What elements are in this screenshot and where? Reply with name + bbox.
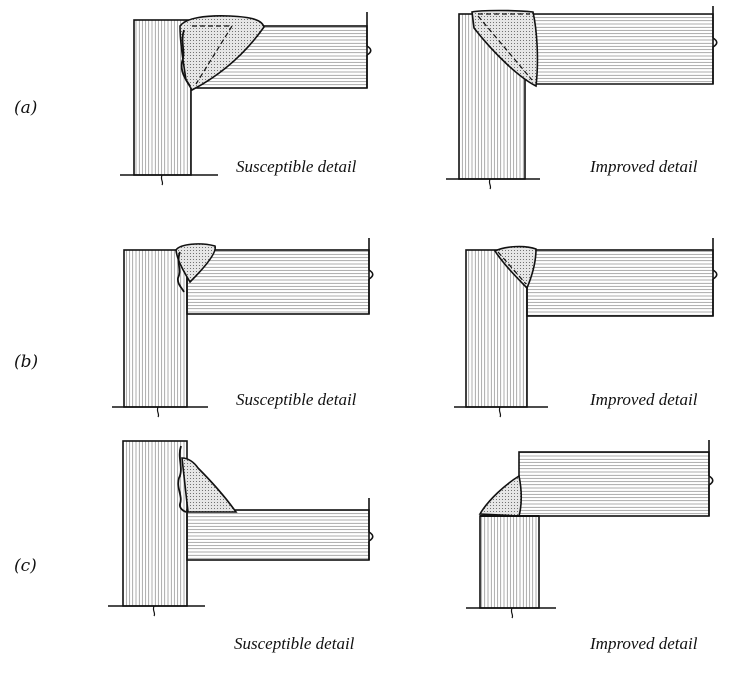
row-label-b: (b) [14, 352, 39, 372]
weld-bead [179, 15, 265, 92]
column-plate [122, 440, 188, 607]
beam-flange [526, 249, 714, 317]
weld-bead [175, 243, 216, 284]
caption-c-susceptible: Susceptible detail [234, 634, 355, 653]
caption-a-improved: Improved detail [590, 157, 698, 176]
detail-c-susceptible [108, 440, 374, 617]
beam-flange [186, 509, 370, 561]
groove-beam [524, 13, 714, 85]
caption-b-susceptible: Susceptible detail [236, 390, 357, 409]
column-plate [479, 515, 540, 609]
detail-a-improved [446, 6, 718, 190]
caption-b-improved: Improved detail [590, 390, 698, 409]
caption-a-susceptible: Susceptible detail [236, 157, 357, 176]
fusion-line [192, 25, 234, 85]
weld-bead [181, 457, 238, 513]
row-label-a: (a) [14, 98, 38, 118]
caption-c-improved: Improved detail [590, 634, 698, 653]
fusion-line [477, 13, 533, 81]
weld-bead [478, 474, 523, 517]
crack [180, 29, 191, 87]
detail-b-susceptible [112, 238, 374, 418]
crack [177, 445, 187, 513]
column-plate [123, 249, 188, 408]
fusion-line [497, 251, 527, 285]
detail-a-susceptible [120, 12, 372, 186]
crack [176, 251, 185, 293]
beam-flange [186, 249, 370, 315]
row-label-c: (c) [14, 556, 37, 576]
detail-b-improved [454, 238, 718, 418]
beam-flange [518, 451, 710, 517]
detail-c-improved [466, 440, 714, 619]
weld-bead [493, 245, 537, 290]
